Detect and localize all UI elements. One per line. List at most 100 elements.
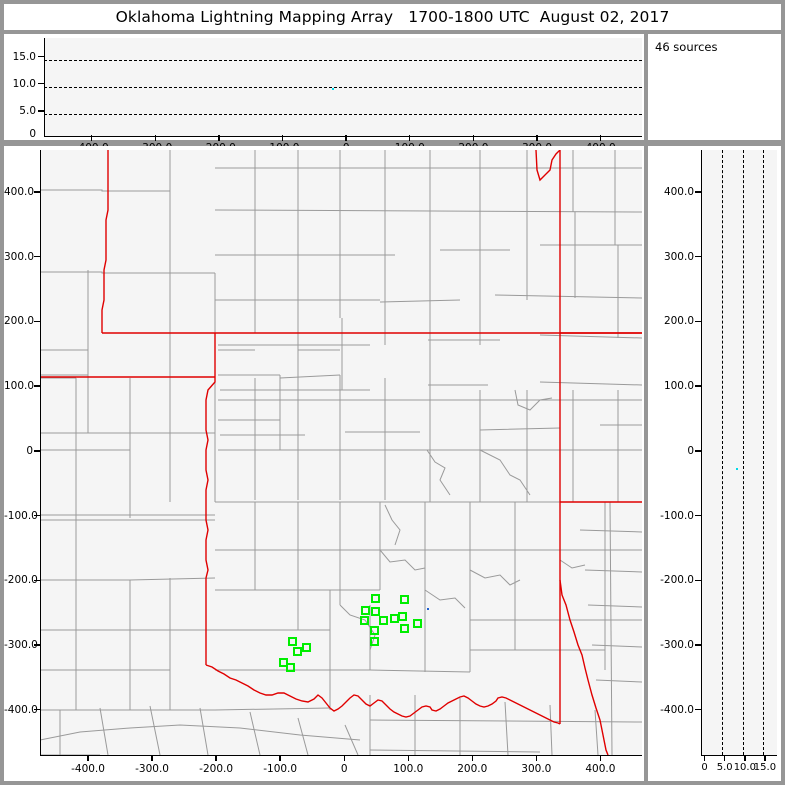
top-y-axis xyxy=(44,38,45,136)
xtick-mark xyxy=(218,135,219,141)
ytick-mark xyxy=(695,580,701,581)
xtick-mark xyxy=(155,135,156,141)
ytick-10 xyxy=(38,83,44,84)
source-count-label: 46 sources xyxy=(655,40,717,54)
source-count-panel: 46 sources xyxy=(648,34,781,140)
source-marker xyxy=(286,663,295,672)
xtick-mark xyxy=(724,755,725,761)
data-point xyxy=(736,468,738,470)
xtick-mark xyxy=(536,135,537,141)
ytick-label: 300.0 xyxy=(648,251,694,263)
source-marker xyxy=(379,616,388,625)
ytick-label: -200.0 xyxy=(4,574,33,586)
xtick-mark xyxy=(279,755,280,761)
xtick-label: 200.0 xyxy=(457,763,487,775)
xtick-label: 10.0 xyxy=(734,762,756,773)
title-bar: Oklahoma Lightning Mapping Array 1700-18… xyxy=(4,4,781,30)
xtick-mark xyxy=(473,135,474,141)
ytick-label: 200.0 xyxy=(648,315,694,327)
source-marker xyxy=(400,624,409,633)
source-marker xyxy=(370,637,379,646)
ytick-label: 400.0 xyxy=(4,186,33,198)
ytick-mark xyxy=(695,644,701,645)
xtick-label: 15.0 xyxy=(754,762,776,773)
source-marker xyxy=(370,626,379,635)
ytick-mark xyxy=(695,450,701,451)
plan-view-map-plot xyxy=(40,150,642,755)
lma-visualization: Oklahoma Lightning Mapping Array 1700-18… xyxy=(0,0,785,785)
xtick-mark xyxy=(744,755,745,761)
source-marker xyxy=(371,607,380,616)
xtick-mark xyxy=(536,755,537,761)
source-marker xyxy=(302,643,311,652)
xtick-mark xyxy=(215,755,216,761)
ytick-mark xyxy=(34,256,40,257)
xtick-mark xyxy=(344,755,345,761)
gridline-10 xyxy=(743,150,744,755)
ytick-mark xyxy=(34,385,40,386)
xtick-mark xyxy=(345,135,346,141)
xtick-mark xyxy=(408,755,409,761)
state-boundaries-layer xyxy=(40,150,642,755)
source-marker xyxy=(400,595,409,604)
ytick-label-0: 0 xyxy=(4,128,36,140)
plan-view-map-panel: 400.0300.0200.0100.00-100.0-200.0-300.0-… xyxy=(4,146,644,781)
gridline-5 xyxy=(722,150,723,755)
xtick-label: 400.0 xyxy=(585,763,615,775)
ytick-label: 300.0 xyxy=(4,251,33,263)
ytick-label: -400.0 xyxy=(648,704,694,716)
ytick-15 xyxy=(38,56,44,57)
altitude-vs-east-plot xyxy=(44,38,642,136)
altitude-vs-north-plot xyxy=(701,150,777,755)
ytick-label: 100.0 xyxy=(648,380,694,392)
altitude-vs-north-panel: 400.0 300.0 200.0 100.0 0 -100.0 -200.0 -300.0 -… xyxy=(648,146,781,781)
gridline-15 xyxy=(763,150,764,755)
source-marker xyxy=(413,619,422,628)
ytick-5 xyxy=(38,110,44,111)
ytick-mark xyxy=(34,321,40,322)
ytick-label: -300.0 xyxy=(4,639,33,651)
ytick-label-10: 10.0 xyxy=(4,78,36,90)
source-marker xyxy=(293,647,302,656)
ytick-mark xyxy=(34,450,40,451)
source-marker xyxy=(360,616,369,625)
xtick-label: -200.0 xyxy=(199,763,233,775)
xtick-label: 0 xyxy=(341,763,348,775)
data-point xyxy=(427,608,429,610)
ytick-label-5: 5.0 xyxy=(4,105,36,117)
ytick-label: -200.0 xyxy=(648,574,694,586)
xtick-mark xyxy=(87,755,88,761)
ytick-label: -400.0 xyxy=(4,704,33,716)
xtick-mark xyxy=(764,755,765,761)
ytick-mark xyxy=(695,191,701,192)
ytick-mark xyxy=(695,256,701,257)
top-x-axis xyxy=(44,136,642,137)
right-y-axis xyxy=(701,150,702,755)
ytick-mark xyxy=(695,385,701,386)
map-y-axis xyxy=(40,150,41,755)
xtick-label: 300.0 xyxy=(521,763,551,775)
xtick-mark xyxy=(600,755,601,761)
ytick-label: 400.0 xyxy=(648,186,694,198)
altitude-vs-east-panel: 15.0 10.0 5.0 0 xyxy=(4,34,644,140)
xtick-label: 0 xyxy=(701,762,707,773)
xtick-mark xyxy=(409,135,410,141)
xtick-mark xyxy=(282,135,283,141)
xtick-label: 5.0 xyxy=(717,762,733,773)
ytick-label: -300.0 xyxy=(648,639,694,651)
data-point xyxy=(332,88,334,90)
ytick-label: -100.0 xyxy=(648,510,694,522)
ytick-label: 200.0 xyxy=(4,315,33,327)
xtick-mark xyxy=(151,755,152,761)
source-marker xyxy=(371,594,380,603)
xtick-label: -300.0 xyxy=(135,763,169,775)
ytick-label: 0 xyxy=(4,445,33,457)
source-marker xyxy=(288,637,297,646)
source-marker xyxy=(398,612,407,621)
xtick-mark xyxy=(600,135,601,141)
ytick-mark xyxy=(695,709,701,710)
ytick-mark xyxy=(34,191,40,192)
xtick-mark xyxy=(91,135,92,141)
ytick-label: 0 xyxy=(648,445,694,457)
gridline-15 xyxy=(44,60,642,61)
